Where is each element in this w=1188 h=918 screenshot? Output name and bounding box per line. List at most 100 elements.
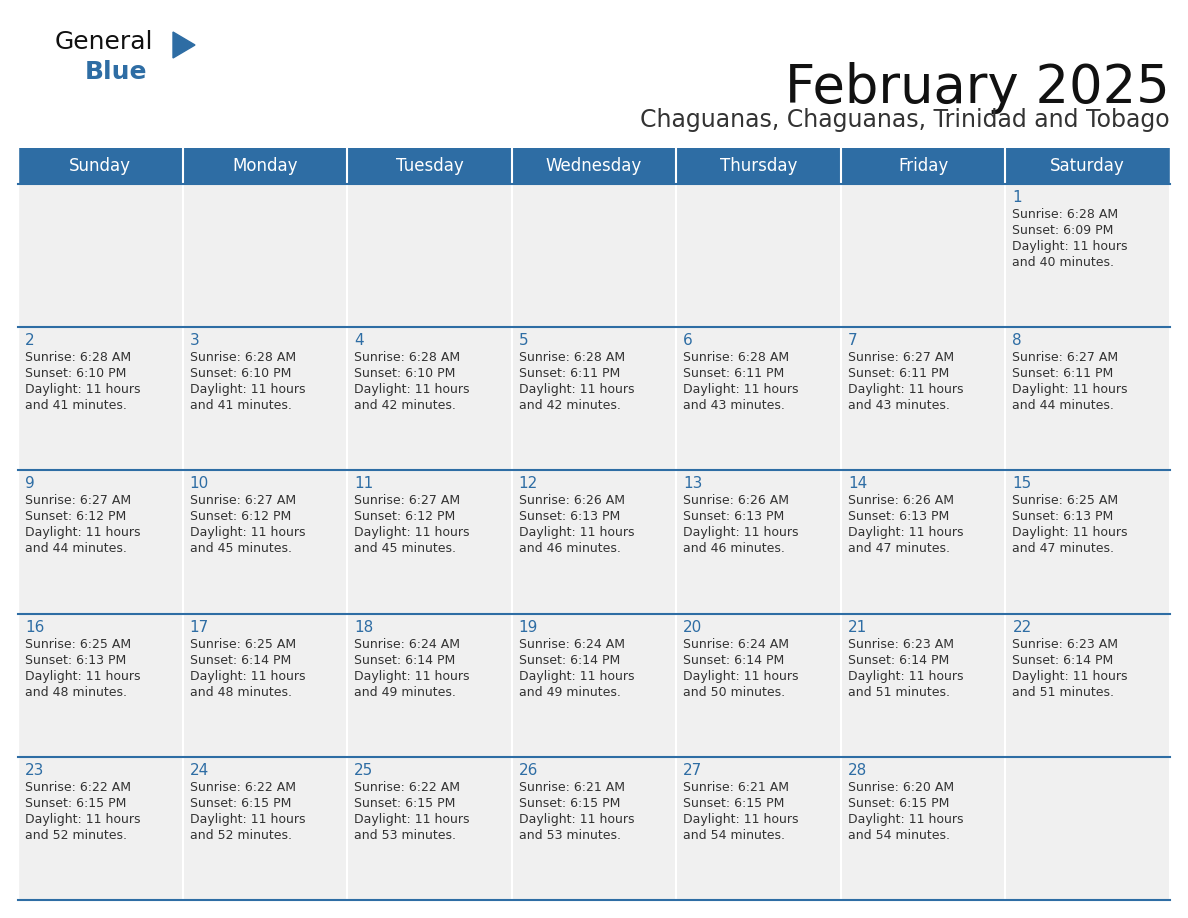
Bar xyxy=(347,327,512,470)
Bar xyxy=(347,613,512,756)
Text: Sunrise: 6:28 AM: Sunrise: 6:28 AM xyxy=(519,352,625,364)
Text: 24: 24 xyxy=(190,763,209,778)
Text: and 50 minutes.: and 50 minutes. xyxy=(683,686,785,699)
Text: Sunrise: 6:20 AM: Sunrise: 6:20 AM xyxy=(848,781,954,794)
Text: Sunset: 6:14 PM: Sunset: 6:14 PM xyxy=(848,654,949,666)
Text: Sunset: 6:13 PM: Sunset: 6:13 PM xyxy=(848,510,949,523)
Text: and 44 minutes.: and 44 minutes. xyxy=(25,543,127,555)
Text: and 45 minutes.: and 45 minutes. xyxy=(354,543,456,555)
Text: Sunset: 6:15 PM: Sunset: 6:15 PM xyxy=(190,797,291,810)
Text: 5: 5 xyxy=(519,333,529,348)
Text: and 41 minutes.: and 41 minutes. xyxy=(25,399,127,412)
Text: Sunrise: 6:27 AM: Sunrise: 6:27 AM xyxy=(354,495,460,508)
Text: Daylight: 11 hours: Daylight: 11 hours xyxy=(1012,669,1127,683)
Text: 2: 2 xyxy=(25,333,34,348)
Text: and 49 minutes.: and 49 minutes. xyxy=(354,686,456,699)
Text: Sunset: 6:15 PM: Sunset: 6:15 PM xyxy=(848,797,949,810)
Bar xyxy=(676,184,841,327)
Text: and 48 minutes.: and 48 minutes. xyxy=(25,686,127,699)
Text: 26: 26 xyxy=(519,763,538,778)
Text: and 53 minutes.: and 53 minutes. xyxy=(354,829,456,842)
Text: Sunset: 6:11 PM: Sunset: 6:11 PM xyxy=(519,367,620,380)
Text: Sunset: 6:13 PM: Sunset: 6:13 PM xyxy=(25,654,126,666)
Text: and 42 minutes.: and 42 minutes. xyxy=(519,399,620,412)
Text: Sunset: 6:13 PM: Sunset: 6:13 PM xyxy=(1012,510,1113,523)
Bar xyxy=(512,613,676,756)
Text: Tuesday: Tuesday xyxy=(396,157,463,175)
Bar xyxy=(18,148,1170,184)
Text: Sunrise: 6:28 AM: Sunrise: 6:28 AM xyxy=(190,352,296,364)
Text: Sunrise: 6:28 AM: Sunrise: 6:28 AM xyxy=(683,352,789,364)
Text: Daylight: 11 hours: Daylight: 11 hours xyxy=(683,812,798,826)
Bar xyxy=(512,184,676,327)
Text: and 52 minutes.: and 52 minutes. xyxy=(25,829,127,842)
Text: 1: 1 xyxy=(1012,190,1022,205)
Text: Daylight: 11 hours: Daylight: 11 hours xyxy=(1012,240,1127,253)
Text: Saturday: Saturday xyxy=(1050,157,1125,175)
Text: Sunrise: 6:23 AM: Sunrise: 6:23 AM xyxy=(1012,638,1118,651)
Text: Sunrise: 6:27 AM: Sunrise: 6:27 AM xyxy=(25,495,131,508)
Text: Daylight: 11 hours: Daylight: 11 hours xyxy=(1012,526,1127,540)
Text: Thursday: Thursday xyxy=(720,157,797,175)
Text: 28: 28 xyxy=(848,763,867,778)
Bar xyxy=(512,327,676,470)
Text: Daylight: 11 hours: Daylight: 11 hours xyxy=(354,669,469,683)
Text: Daylight: 11 hours: Daylight: 11 hours xyxy=(354,812,469,826)
Bar xyxy=(1005,756,1170,900)
Text: 21: 21 xyxy=(848,620,867,634)
Text: Sunrise: 6:26 AM: Sunrise: 6:26 AM xyxy=(683,495,789,508)
Text: Monday: Monday xyxy=(232,157,298,175)
Text: Sunset: 6:12 PM: Sunset: 6:12 PM xyxy=(354,510,455,523)
Text: and 40 minutes.: and 40 minutes. xyxy=(1012,256,1114,269)
Text: Daylight: 11 hours: Daylight: 11 hours xyxy=(519,383,634,397)
Text: and 54 minutes.: and 54 minutes. xyxy=(683,829,785,842)
Text: Sunset: 6:15 PM: Sunset: 6:15 PM xyxy=(683,797,784,810)
Bar xyxy=(841,184,1005,327)
Bar xyxy=(512,756,676,900)
Text: Daylight: 11 hours: Daylight: 11 hours xyxy=(190,526,305,540)
Text: Daylight: 11 hours: Daylight: 11 hours xyxy=(848,812,963,826)
Text: Sunset: 6:15 PM: Sunset: 6:15 PM xyxy=(354,797,455,810)
Polygon shape xyxy=(173,32,195,58)
Text: and 51 minutes.: and 51 minutes. xyxy=(1012,686,1114,699)
Text: Daylight: 11 hours: Daylight: 11 hours xyxy=(25,812,140,826)
Text: 25: 25 xyxy=(354,763,373,778)
Text: Sunrise: 6:22 AM: Sunrise: 6:22 AM xyxy=(25,781,131,794)
Text: and 44 minutes.: and 44 minutes. xyxy=(1012,399,1114,412)
Text: 7: 7 xyxy=(848,333,858,348)
Text: Daylight: 11 hours: Daylight: 11 hours xyxy=(25,526,140,540)
Text: Sunrise: 6:22 AM: Sunrise: 6:22 AM xyxy=(190,781,296,794)
Text: 10: 10 xyxy=(190,476,209,491)
Text: February 2025: February 2025 xyxy=(785,62,1170,114)
Text: and 53 minutes.: and 53 minutes. xyxy=(519,829,620,842)
Text: and 54 minutes.: and 54 minutes. xyxy=(848,829,950,842)
Text: Daylight: 11 hours: Daylight: 11 hours xyxy=(190,812,305,826)
Text: Sunset: 6:12 PM: Sunset: 6:12 PM xyxy=(190,510,291,523)
Text: Sunset: 6:10 PM: Sunset: 6:10 PM xyxy=(25,367,126,380)
Text: 12: 12 xyxy=(519,476,538,491)
Text: Daylight: 11 hours: Daylight: 11 hours xyxy=(848,383,963,397)
Bar xyxy=(1005,327,1170,470)
Text: Sunset: 6:14 PM: Sunset: 6:14 PM xyxy=(354,654,455,666)
Bar xyxy=(347,184,512,327)
Text: Sunset: 6:15 PM: Sunset: 6:15 PM xyxy=(25,797,126,810)
Text: 9: 9 xyxy=(25,476,34,491)
Text: and 49 minutes.: and 49 minutes. xyxy=(519,686,620,699)
Text: Sunday: Sunday xyxy=(69,157,132,175)
Text: 15: 15 xyxy=(1012,476,1031,491)
Bar xyxy=(18,613,183,756)
Text: and 42 minutes.: and 42 minutes. xyxy=(354,399,456,412)
Bar xyxy=(183,184,347,327)
Text: Daylight: 11 hours: Daylight: 11 hours xyxy=(25,669,140,683)
Bar xyxy=(841,470,1005,613)
Bar xyxy=(1005,613,1170,756)
Text: Sunset: 6:13 PM: Sunset: 6:13 PM xyxy=(683,510,784,523)
Text: and 46 minutes.: and 46 minutes. xyxy=(683,543,785,555)
Text: 13: 13 xyxy=(683,476,702,491)
Text: Blue: Blue xyxy=(86,60,147,84)
Text: Sunrise: 6:21 AM: Sunrise: 6:21 AM xyxy=(519,781,625,794)
Text: and 48 minutes.: and 48 minutes. xyxy=(190,686,291,699)
Text: Daylight: 11 hours: Daylight: 11 hours xyxy=(683,383,798,397)
Text: Daylight: 11 hours: Daylight: 11 hours xyxy=(354,526,469,540)
Text: Sunset: 6:15 PM: Sunset: 6:15 PM xyxy=(519,797,620,810)
